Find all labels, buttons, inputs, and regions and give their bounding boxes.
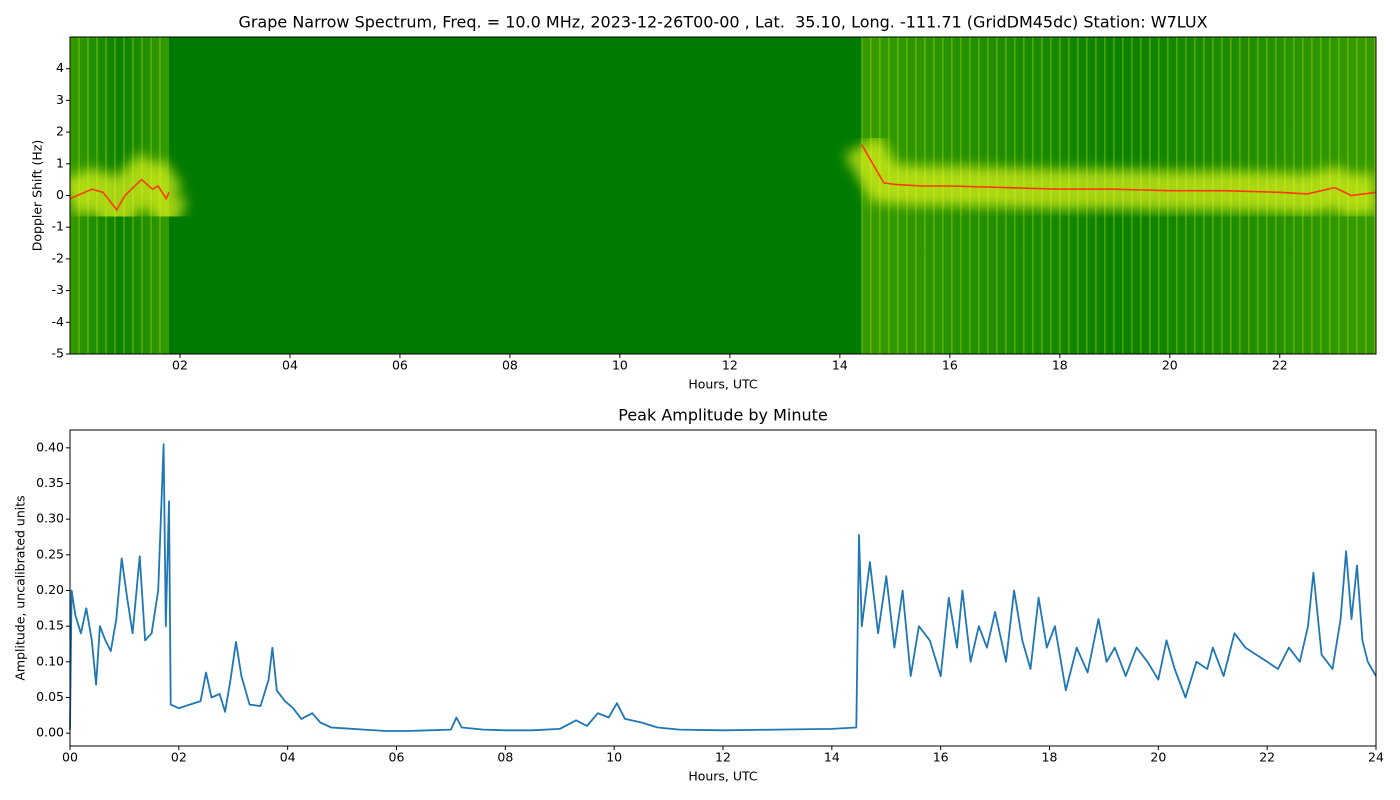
x-tick-label: 04 (280, 750, 296, 765)
x-tick-label: 10 (606, 750, 622, 765)
x-tick-label: 12 (722, 358, 738, 373)
x-tick-label: 08 (502, 358, 518, 373)
y-tick-label: 3 (56, 92, 64, 107)
y-axis-label: Doppler Shift (Hz) (30, 140, 45, 252)
y-tick-label: 1 (56, 155, 64, 170)
x-tick-label: 20 (1150, 750, 1166, 765)
y-tick-label: 0.25 (36, 546, 64, 561)
x-tick-label: 16 (942, 358, 958, 373)
y-tick-label: -4 (52, 314, 65, 329)
x-tick-label: 14 (824, 750, 840, 765)
y-tick-label: 0.05 (36, 689, 64, 704)
y-tick-label: -2 (52, 250, 64, 265)
y-tick-label: 0.20 (36, 582, 64, 597)
x-tick-label: 16 (933, 750, 949, 765)
doppler-trace (70, 144, 1376, 212)
y-tick-label: 0.35 (36, 475, 64, 490)
x-tick-label: 06 (392, 358, 408, 373)
x-tick-label: 02 (172, 358, 188, 373)
chart-title: Grape Narrow Spectrum, Freq. = 10.0 MHz,… (238, 13, 1207, 32)
x-axis-label: Hours, UTC (688, 377, 758, 392)
x-tick-label: 12 (715, 750, 731, 765)
amplitude-panel: 00 02 04 06 08 10 12 14 16 18 20 22 24 0.00 0.05 0.10 0.… (13, 406, 1384, 784)
y-tick-label: 0.00 (36, 725, 64, 740)
chart-title: Peak Amplitude by Minute (618, 406, 828, 425)
x-tick-label: 02 (171, 750, 187, 765)
y-tick-label: -1 (52, 219, 64, 234)
spectrogram-panel: 02 04 06 08 10 12 14 16 18 20 22-5-4-3-2-101234Gra… (30, 13, 1377, 392)
y-tick-label: 2 (56, 124, 64, 139)
y-tick-label: -3 (52, 282, 64, 297)
x-tick-label: 00 (62, 750, 78, 765)
x-tick-label: 18 (1052, 358, 1068, 373)
x-tick-label: 22 (1272, 358, 1288, 373)
x-tick-label: 18 (1042, 750, 1058, 765)
x-tick-label: 24 (1368, 750, 1384, 765)
y-tick-label: 0 (56, 187, 64, 202)
y-tick-label: 0.10 (36, 653, 64, 668)
y-tick-label: 4 (56, 60, 64, 75)
x-tick-label: 22 (1259, 750, 1275, 765)
x-tick-label: 04 (282, 358, 298, 373)
x-tick-label: 08 (497, 750, 513, 765)
y-axis-label: Amplitude, uncalibrated units (13, 495, 28, 680)
y-tick-label: 0.40 (36, 439, 64, 454)
plot-frame (69, 429, 1377, 747)
x-axis-label: Hours, UTC (688, 769, 758, 784)
amplitude-line (69, 443, 1377, 732)
y-tick-label: 0.15 (36, 618, 64, 633)
y-tick-label: 0.30 (36, 511, 64, 526)
x-tick-label: 20 (1162, 358, 1178, 373)
x-tick-label: 14 (832, 358, 848, 373)
x-tick-label: 10 (612, 358, 628, 373)
x-tick-label: 06 (389, 750, 405, 765)
spectrogram-image (70, 37, 1376, 354)
y-tick-label: -5 (52, 346, 64, 361)
